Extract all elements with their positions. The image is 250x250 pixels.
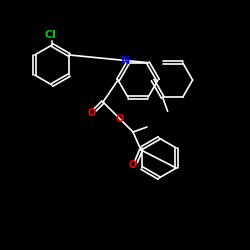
Text: O: O <box>129 160 137 170</box>
Text: Cl: Cl <box>44 30 56 40</box>
Text: N: N <box>122 56 130 66</box>
Text: O: O <box>116 114 124 124</box>
Text: O: O <box>88 108 96 118</box>
